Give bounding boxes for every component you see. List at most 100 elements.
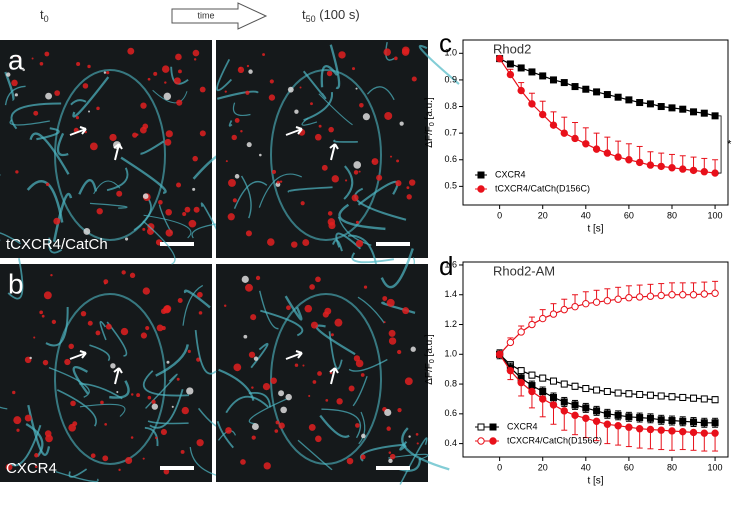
red-vesicle [263, 462, 271, 470]
marker [700, 395, 708, 403]
cyan-filament [72, 76, 110, 118]
red-vesicle [192, 187, 196, 191]
marker [571, 411, 579, 420]
red-vesicle [75, 116, 80, 120]
start-sub: 0 [44, 14, 49, 24]
x-tick-label: 40 [581, 462, 591, 472]
red-vesicle [34, 465, 38, 469]
red-vesicle [103, 71, 107, 74]
red-vesicle [294, 363, 299, 367]
red-vesicle [88, 110, 91, 113]
red-vesicle [291, 241, 298, 248]
red-vesicle [14, 93, 18, 97]
red-vesicle [16, 428, 20, 432]
red-vesicle [245, 230, 252, 237]
cyan-filament [388, 453, 429, 461]
red-vesicle [39, 61, 44, 66]
marker [549, 401, 558, 409]
red-vesicle [388, 337, 397, 345]
significance-mark: * [727, 138, 732, 150]
red-vesicle [166, 360, 170, 364]
red-vesicle [248, 69, 253, 74]
cyan-filament [93, 180, 121, 195]
red-vesicle [160, 428, 167, 436]
marker [700, 109, 708, 117]
red-vesicle [394, 56, 398, 61]
red-vesicle [245, 283, 253, 292]
red-vesicle [384, 408, 392, 417]
marker [506, 366, 515, 375]
cell-outline [270, 69, 382, 241]
red-vesicle [386, 298, 395, 307]
red-vesicle [360, 373, 365, 377]
panel-label: a [8, 44, 24, 75]
red-vesicle [147, 77, 151, 81]
red-vesicle [24, 414, 32, 422]
red-vesicle [151, 399, 156, 404]
red-vesicle [5, 463, 13, 471]
red-vesicle [177, 298, 183, 303]
red-vesicle [182, 212, 187, 217]
red-vesicle [278, 422, 285, 429]
red-vesicle [410, 346, 416, 352]
red-vesicle [163, 468, 170, 475]
marker [711, 169, 719, 177]
red-vesicle [314, 133, 322, 141]
red-vesicle [130, 436, 134, 439]
cyan-filament [147, 420, 189, 425]
red-vesicle [223, 304, 227, 307]
marker [571, 382, 579, 390]
red-vesicle [315, 276, 321, 283]
marker [517, 64, 525, 72]
red-vesicle [399, 121, 404, 126]
micrograph [216, 264, 428, 482]
legend-label: CXCR4 [507, 421, 538, 431]
cyan-filament [357, 296, 385, 324]
red-vesicle [268, 94, 276, 101]
scale-bar [160, 242, 194, 246]
red-vesicle [327, 211, 333, 216]
red-vesicle [165, 208, 172, 216]
marker [646, 100, 654, 108]
marker [668, 164, 676, 172]
red-vesicle [346, 457, 354, 465]
red-vesicle [44, 430, 52, 437]
red-vesicle [198, 311, 203, 315]
cyan-filament [152, 89, 188, 104]
marker [549, 377, 557, 385]
cyan-filament [258, 173, 303, 208]
red-vesicle [279, 180, 283, 183]
red-vesicle [355, 423, 360, 428]
red-vesicle [234, 174, 240, 179]
red-vesicle [302, 239, 310, 247]
micrograph [0, 264, 212, 482]
marker [593, 386, 601, 394]
marker [495, 350, 504, 358]
cyan-filament [259, 290, 279, 330]
red-vesicle [353, 170, 359, 175]
cyan-filament [303, 92, 333, 122]
panel-letter: d [439, 251, 453, 281]
marker [571, 302, 579, 311]
marker [711, 289, 719, 297]
x-tick-label: 40 [581, 210, 591, 220]
marker [528, 382, 536, 390]
marker [711, 112, 719, 120]
red-vesicle [355, 239, 364, 248]
red-vesicle [361, 433, 366, 439]
marker [625, 96, 633, 104]
red-vesicle [397, 407, 402, 413]
red-vesicle [187, 349, 191, 353]
marker [603, 91, 611, 99]
x-tick-label: 80 [667, 210, 677, 220]
red-vesicle [197, 291, 203, 298]
marker [582, 414, 590, 422]
red-vesicle [276, 180, 280, 184]
cyan-filament [320, 65, 338, 88]
arrow [69, 126, 87, 136]
image-caption: tCXCR4/CatCh [6, 236, 108, 253]
red-vesicle [270, 377, 277, 384]
arrow-label: time [197, 10, 214, 20]
red-vesicle [402, 307, 410, 315]
marker [571, 134, 579, 143]
